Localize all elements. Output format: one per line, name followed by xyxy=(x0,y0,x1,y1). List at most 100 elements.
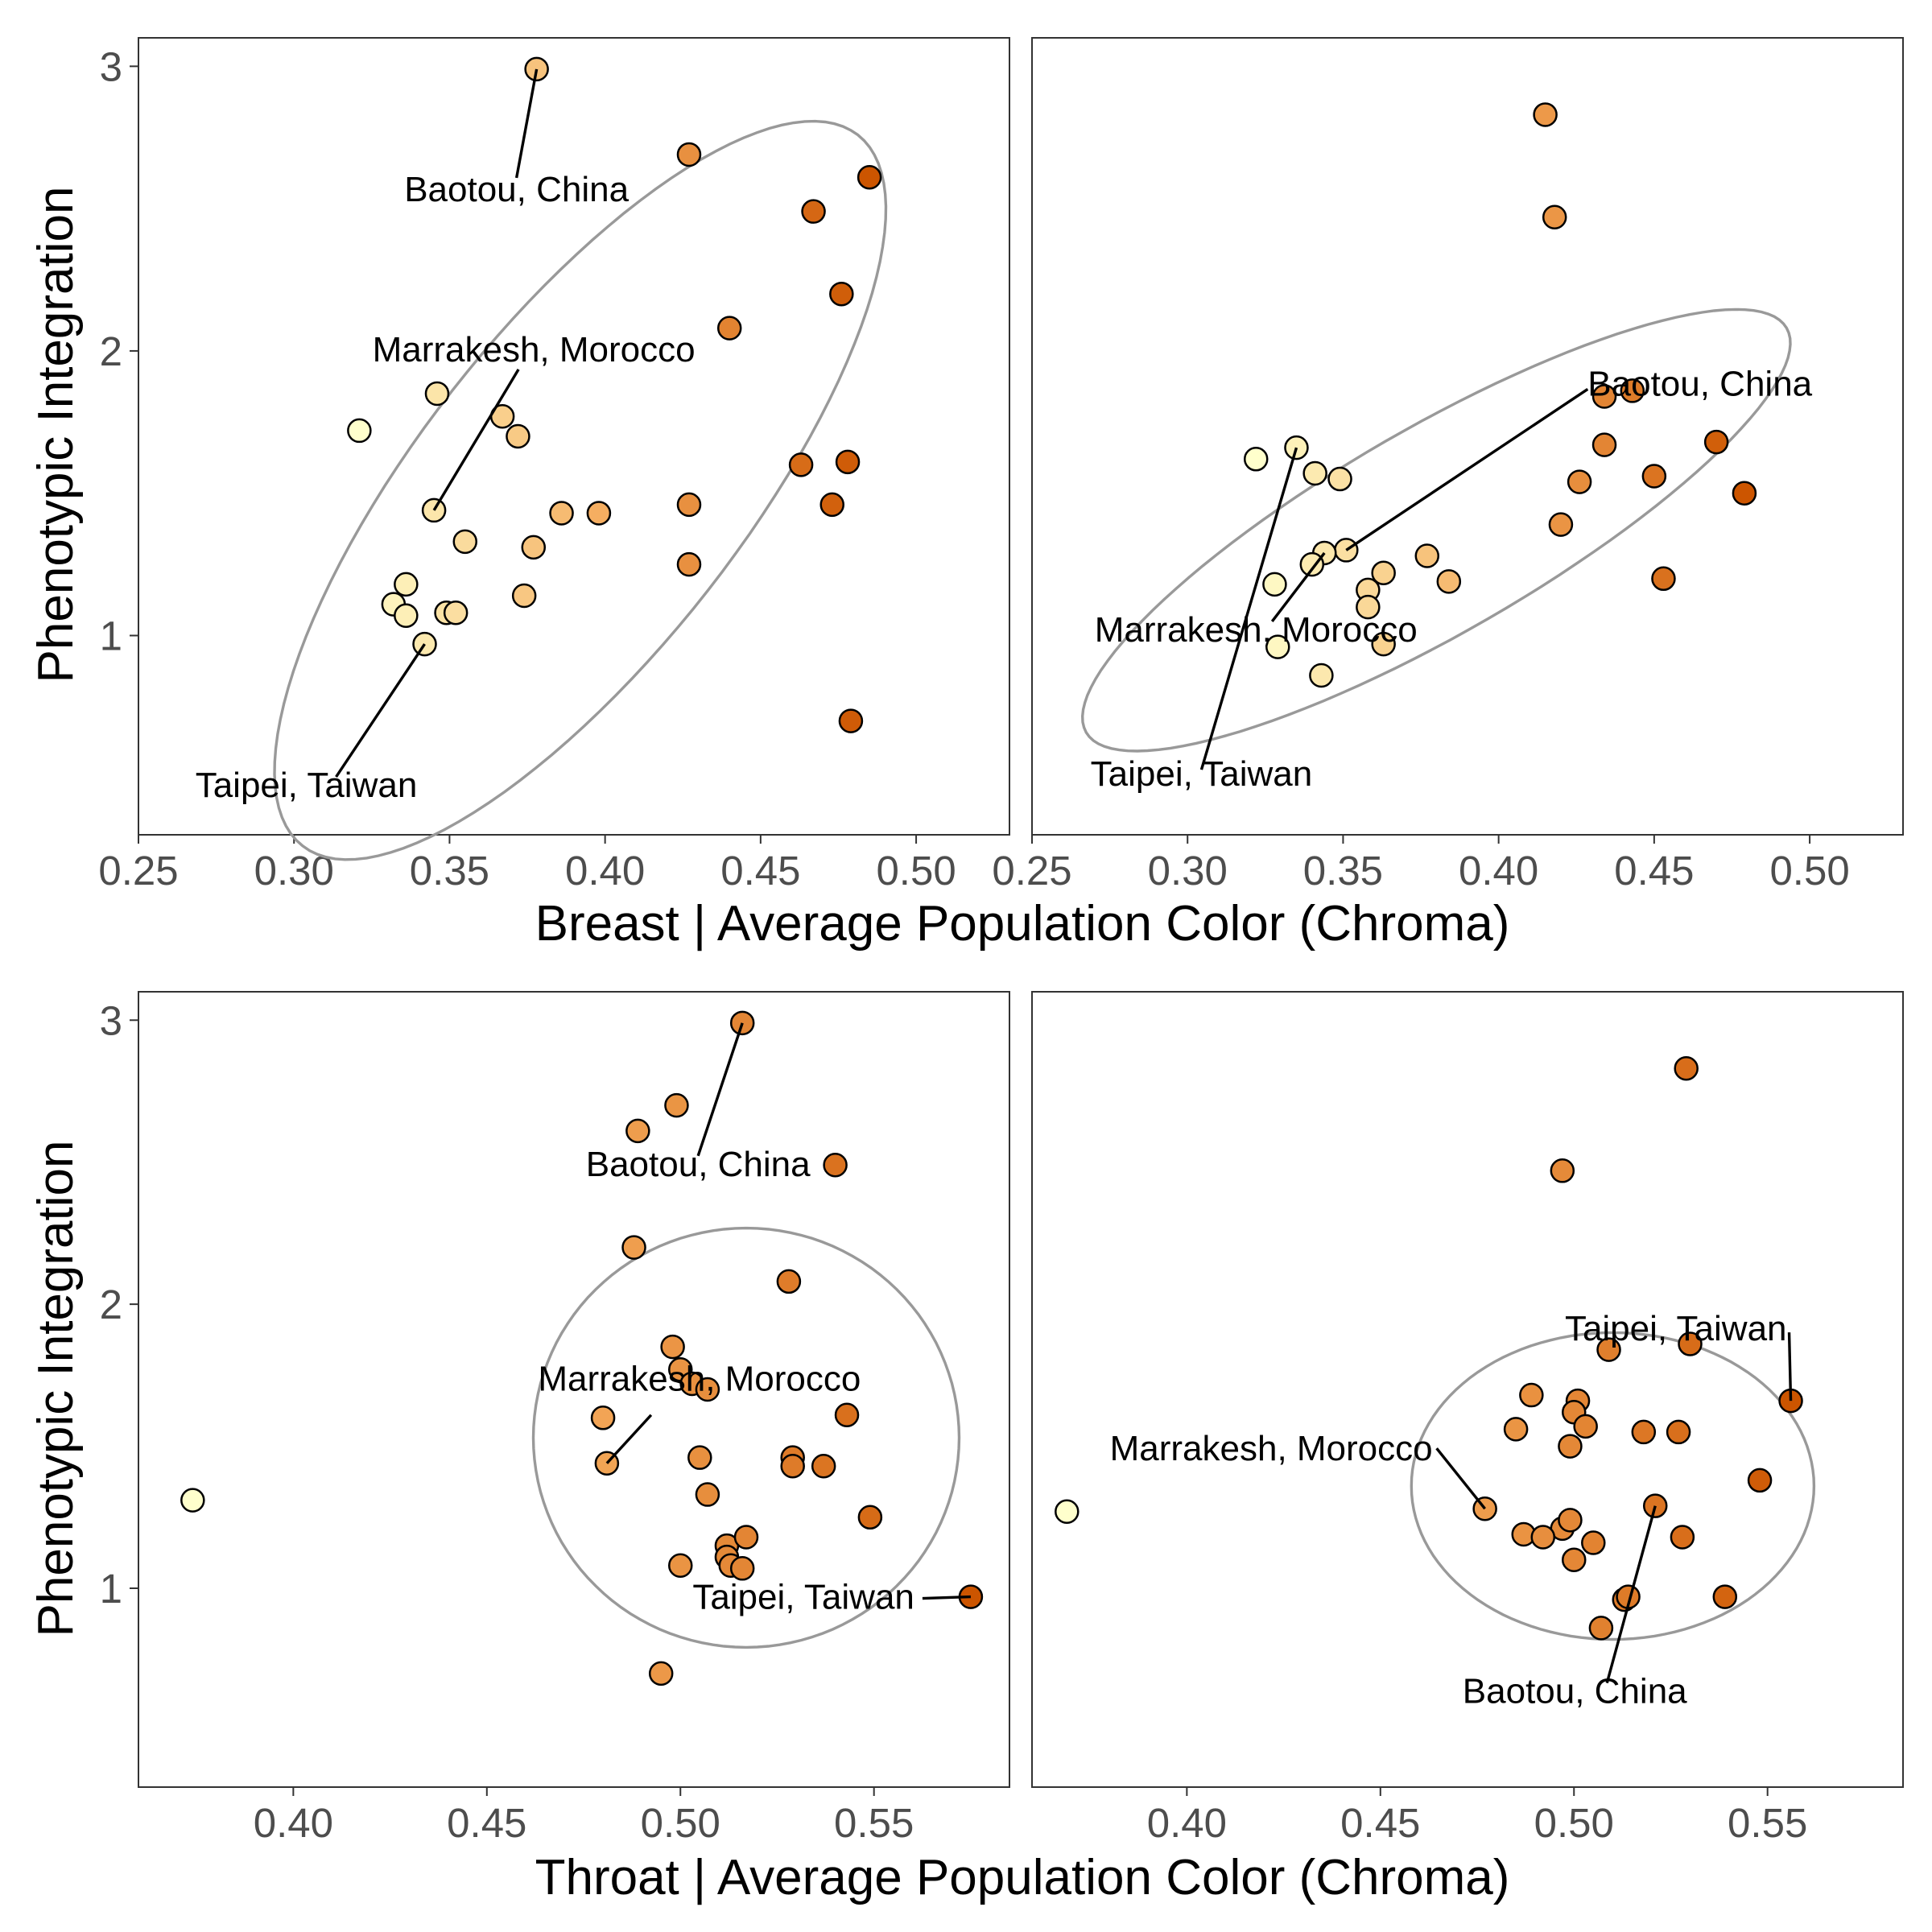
data-point xyxy=(1530,1525,1556,1550)
confidence-ellipse xyxy=(273,119,888,861)
annotation-leader xyxy=(335,643,426,778)
data-point xyxy=(424,381,450,407)
data-point xyxy=(1651,566,1676,592)
data-point xyxy=(1302,460,1327,486)
data-point xyxy=(811,1454,836,1479)
data-point xyxy=(590,1406,616,1430)
data-point xyxy=(834,1402,860,1428)
y-axis-title-top: Phenotypic Integration xyxy=(28,187,84,683)
data-point xyxy=(506,423,530,449)
point-label: Marrakesh, Morocco xyxy=(538,1360,861,1399)
data-point xyxy=(1674,1056,1699,1081)
annotation-leader xyxy=(432,369,520,511)
x-tick-label: 0.50 xyxy=(876,848,956,894)
data-point xyxy=(1581,1530,1606,1555)
point-label: Marrakesh, Morocco xyxy=(1095,610,1418,650)
annotation-leader xyxy=(1345,388,1589,551)
data-point xyxy=(1631,1419,1657,1445)
data-point xyxy=(1588,1616,1614,1641)
point-label: Baotou, China xyxy=(1587,364,1812,403)
data-point xyxy=(801,199,826,224)
data-point xyxy=(1591,432,1617,457)
data-point xyxy=(660,1334,685,1360)
data-point xyxy=(347,418,372,444)
annotation-leader xyxy=(605,1414,653,1464)
data-point xyxy=(549,501,574,526)
data-point xyxy=(829,281,854,307)
data-point xyxy=(776,1269,802,1294)
x-tick-label: 0.25 xyxy=(992,848,1071,894)
data-point xyxy=(1670,1525,1695,1550)
annotation-leader xyxy=(1435,1447,1486,1510)
x-tick-label: 0.40 xyxy=(1459,848,1538,894)
data-point xyxy=(716,316,742,341)
data-point xyxy=(695,1377,720,1402)
panels: 0.25 0.30 0.35 0.40 0.45 0.50 1 2 3 Baotou, China… xyxy=(98,37,1904,1846)
x-axis-title-bottom: Throat | Average Population Color (Chrom… xyxy=(535,1850,1510,1905)
x-tick-label: 0.30 xyxy=(1148,848,1228,894)
data-point xyxy=(857,165,882,190)
panel-frame xyxy=(1031,37,1904,836)
data-point xyxy=(819,492,844,518)
data-point xyxy=(687,1445,712,1470)
data-point xyxy=(1732,481,1757,506)
confidence-ellipse xyxy=(531,1226,961,1649)
data-point xyxy=(1327,466,1352,492)
data-point xyxy=(1414,543,1440,568)
data-point xyxy=(394,572,419,597)
data-point xyxy=(1299,551,1325,577)
data-point xyxy=(676,142,702,167)
x-tick-label: 0.40 xyxy=(565,848,645,894)
data-point xyxy=(733,1525,759,1550)
data-point xyxy=(394,603,419,628)
data-point xyxy=(676,551,702,577)
data-point xyxy=(1243,447,1269,472)
data-point xyxy=(1503,1417,1529,1442)
confidence-ellipse xyxy=(1410,1331,1816,1641)
x-tick-label: 0.50 xyxy=(1769,848,1849,894)
data-point xyxy=(1542,204,1567,229)
data-point xyxy=(586,501,612,526)
x-tick-label: 0.45 xyxy=(720,848,800,894)
data-point xyxy=(823,1152,848,1178)
y-tick-label: 2 xyxy=(100,328,122,374)
data-point xyxy=(1573,1414,1598,1439)
point-label: Marrakesh, Morocco xyxy=(373,330,696,369)
data-point xyxy=(648,1661,674,1686)
data-point xyxy=(1666,1419,1691,1445)
data-point xyxy=(521,535,547,560)
data-point xyxy=(838,708,864,733)
x-tick-label: 0.50 xyxy=(641,1800,720,1846)
data-point xyxy=(1371,631,1396,657)
point-label: Taipei, Taiwan xyxy=(1091,754,1313,794)
x-axis-title-top: Breast | Average Population Color (Chrom… xyxy=(535,896,1510,952)
data-point xyxy=(511,583,537,609)
data-point xyxy=(1558,1434,1583,1459)
y-tick-label: 3 xyxy=(100,997,122,1043)
data-point xyxy=(1055,1499,1080,1524)
data-point xyxy=(664,1092,689,1118)
x-tick-label: 0.40 xyxy=(1147,1800,1227,1846)
data-point xyxy=(1596,1337,1621,1362)
data-point xyxy=(1550,1158,1575,1183)
annotation-leader xyxy=(922,1595,971,1600)
x-tick-label: 0.55 xyxy=(1728,1800,1807,1846)
data-point xyxy=(857,1505,883,1530)
data-point xyxy=(1548,512,1574,537)
annotation-leader xyxy=(1270,551,1326,622)
annotation-leader xyxy=(1199,447,1298,770)
annotation-leader xyxy=(696,1022,744,1157)
data-point xyxy=(1309,663,1334,688)
data-point xyxy=(180,1488,205,1513)
point-label: Taipei, Taiwan xyxy=(692,1578,914,1617)
annotation-leader xyxy=(1787,1332,1793,1402)
confidence-ellipse xyxy=(1080,308,1792,753)
y-tick-label: 1 xyxy=(100,1566,122,1612)
x-tick-label: 0.40 xyxy=(254,1800,333,1846)
data-point xyxy=(667,1553,693,1579)
panel-bottom-right: 0.40 0.45 0.50 0.55 Taipei, Taiwan Marrakesh,… xyxy=(1031,991,1904,1846)
data-point xyxy=(1678,1331,1703,1356)
data-point xyxy=(452,529,477,555)
